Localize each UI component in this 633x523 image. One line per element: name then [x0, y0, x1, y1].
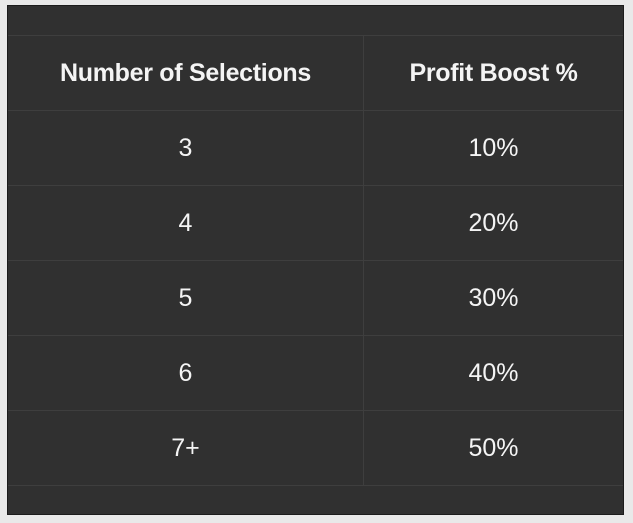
table-row: 7+ 50%	[8, 411, 623, 486]
boost-cell: 30%	[364, 261, 623, 335]
table-row: 4 20%	[8, 186, 623, 261]
boost-cell: 10%	[364, 111, 623, 185]
selections-cell: 7+	[8, 411, 364, 485]
header-profit-boost: Profit Boost %	[364, 36, 623, 110]
boost-cell: 20%	[364, 186, 623, 260]
boost-cell: 50%	[364, 411, 623, 485]
table-row: 6 40%	[8, 336, 623, 411]
selections-cell: 5	[8, 261, 364, 335]
table-row: 5 30%	[8, 261, 623, 336]
selections-cell: 4	[8, 186, 364, 260]
selections-cell: 6	[8, 336, 364, 410]
table-row: 3 10%	[8, 111, 623, 186]
profit-boost-table: Number of Selections Profit Boost % 3 10…	[7, 5, 624, 515]
boost-cell: 40%	[364, 336, 623, 410]
table-header-row: Number of Selections Profit Boost %	[8, 36, 623, 111]
table-top-spacer	[8, 6, 623, 36]
selections-cell: 3	[8, 111, 364, 185]
header-number-of-selections: Number of Selections	[8, 36, 364, 110]
